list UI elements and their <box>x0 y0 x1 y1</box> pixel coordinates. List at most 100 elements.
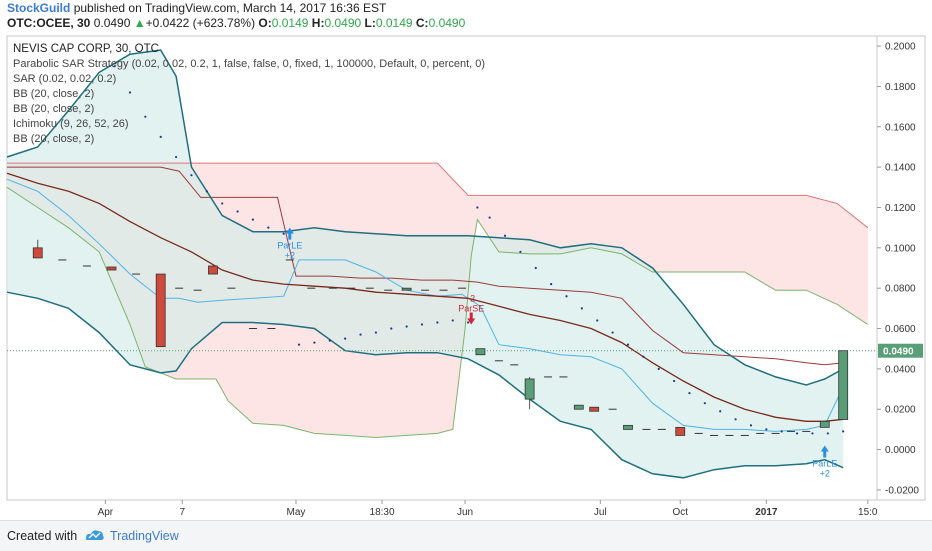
x-tick-label: May <box>287 507 306 518</box>
bollinger-band-fill <box>7 50 844 478</box>
y-tick-label: 0.0600 <box>885 324 916 335</box>
close-label: C: <box>415 16 429 30</box>
sar-dot <box>596 319 599 322</box>
x-tick-label: Jul <box>594 507 607 518</box>
sar-dot <box>451 319 454 322</box>
sar-dot <box>826 432 829 435</box>
sar-dot <box>144 115 147 118</box>
sar-dot <box>313 341 316 344</box>
y-tick-label: 0.0000 <box>885 445 916 456</box>
published-text: published on TradingView.com, March 14, … <box>73 1 387 15</box>
sar-dot <box>420 323 424 326</box>
y-tick-label: 0.1000 <box>885 243 916 254</box>
y-tick-label: 0.2000 <box>885 42 916 53</box>
sar-dot <box>503 234 507 237</box>
candle-body <box>401 287 412 291</box>
sar-dot <box>534 266 537 270</box>
change-value: +0.0422 (+623.78%) <box>145 16 256 30</box>
signal-qty: +2 <box>285 251 295 261</box>
sar-dots <box>113 65 845 435</box>
symbol-label: OTC:OCEE, 30 <box>7 16 91 30</box>
sar-dot <box>795 432 799 435</box>
open-label: O: <box>258 16 272 30</box>
y-tick-label: 0.1400 <box>885 163 916 174</box>
sar-dot <box>128 91 132 94</box>
y-tick-label: 0.0800 <box>885 284 916 295</box>
long-arrow-icon <box>285 227 294 240</box>
candle-body <box>155 273 166 348</box>
sar-dot <box>780 430 783 433</box>
candle <box>106 266 117 271</box>
sar-dot <box>221 202 224 205</box>
sar-dot <box>642 355 645 358</box>
sar-dot <box>159 135 162 138</box>
long-arrow-icon <box>820 445 829 458</box>
sar-dot <box>328 339 331 342</box>
indicator-lines <box>6 49 877 479</box>
last-price: 0.0490 <box>93 16 131 30</box>
y-tick-label: 0.1200 <box>885 203 916 214</box>
legend-item: Parabolic SAR Strategy (0.02, 0.02, 0.2,… <box>13 58 485 70</box>
sar-dot <box>374 331 378 334</box>
candle-body <box>573 404 584 410</box>
senkou-span-b-line <box>7 162 869 229</box>
legend-item: BB (20, close, 2) <box>13 88 94 100</box>
sar-dot <box>842 430 845 433</box>
signal-qty: -2 <box>467 293 475 303</box>
sar-dot <box>765 428 768 431</box>
candle-body <box>106 266 117 271</box>
close-value: 0.0490 <box>428 16 466 30</box>
legend-title: NEVIS CAP CORP, 30, OTC <box>13 43 159 55</box>
last-price-badge-bg <box>878 343 923 358</box>
short-arrow-icon <box>467 312 476 325</box>
high-label: H: <box>311 16 325 30</box>
sar-dot <box>488 216 491 219</box>
long-entry-signal[interactable]: ParLE+2 <box>277 227 302 261</box>
candle-body <box>589 406 600 412</box>
y-tick-label: 0.1800 <box>885 82 916 93</box>
y-axis-panel <box>876 35 926 501</box>
sar-dot <box>811 432 814 435</box>
tradingview-link[interactable]: TradingView <box>110 529 179 543</box>
x-tick-label: 2017 <box>755 507 778 518</box>
candle <box>401 287 412 291</box>
sar-dot <box>359 333 362 336</box>
candle <box>475 348 486 356</box>
long-entry-signal[interactable]: ParLE+2 <box>812 445 837 479</box>
sar-dot <box>251 218 255 221</box>
low-label: L: <box>364 16 376 30</box>
x-tick-label: 18:30 <box>370 507 395 518</box>
sar-dot <box>519 250 522 253</box>
publisher-link[interactable]: StockGuild <box>7 1 71 15</box>
sar-dot <box>174 155 178 159</box>
sar-dot <box>436 321 439 324</box>
last-price-badge-label: 0.0490 <box>883 347 914 358</box>
change-arrow-icon: ▲ <box>133 16 146 30</box>
sar-dot <box>550 283 553 286</box>
sar-dot <box>344 337 347 340</box>
sar-dot <box>580 307 583 310</box>
sar-dot <box>267 226 270 229</box>
candle <box>524 376 535 410</box>
sar-dot <box>190 174 193 177</box>
y-tick-label: 0.0200 <box>885 405 916 416</box>
ohlc-header: OTC:OCEE, 30 0.0490 ▲+0.0422 (+623.78%) … <box>7 16 465 30</box>
sar-dot <box>565 295 568 298</box>
candle <box>155 273 166 348</box>
created-with-text: Created with <box>7 529 78 543</box>
candle-body <box>623 424 633 430</box>
candle <box>675 426 686 436</box>
legend-item: SAR (0.02, 0.02, 0.2) <box>13 73 116 85</box>
indicator-fills <box>7 50 868 478</box>
sar-dot <box>467 321 470 324</box>
sar-dot <box>405 325 408 328</box>
candle <box>838 350 849 420</box>
last-price-badge: 0.0490 <box>878 343 923 358</box>
footer-bar: Created with TradingView <box>0 520 932 551</box>
y-tick-label: 0.0400 <box>885 364 916 375</box>
open-value: 0.0149 <box>271 16 309 30</box>
sar-dot <box>476 206 479 209</box>
